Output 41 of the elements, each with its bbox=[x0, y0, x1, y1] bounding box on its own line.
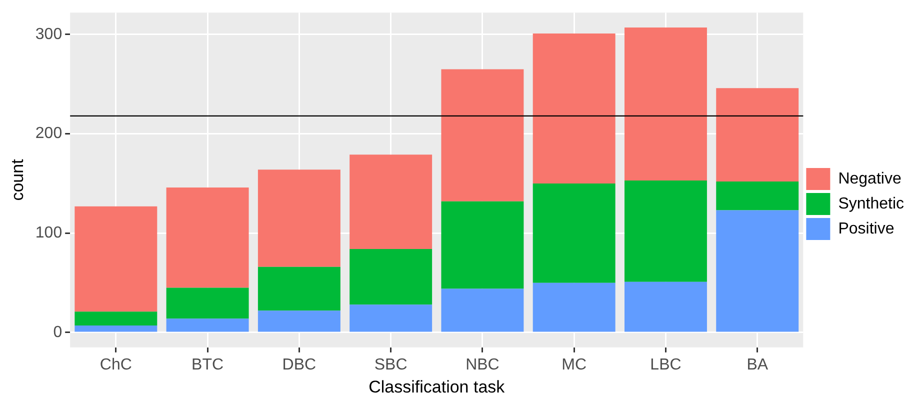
x-tick-label: DBC bbox=[282, 356, 316, 374]
y-tick-label: 300 bbox=[35, 26, 62, 43]
bar bbox=[441, 69, 524, 202]
bar bbox=[441, 201, 524, 289]
y-tick-label: 100 bbox=[35, 224, 62, 242]
legend-label: Negative bbox=[838, 170, 902, 188]
x-tick-label: ChC bbox=[100, 356, 132, 374]
bar bbox=[166, 318, 249, 332]
bar bbox=[258, 170, 340, 267]
x-tick-label: MC bbox=[562, 356, 587, 374]
bar bbox=[532, 33, 616, 184]
bar bbox=[624, 282, 707, 332]
bar bbox=[166, 288, 249, 319]
y-axis-title: count bbox=[8, 158, 27, 201]
bar bbox=[350, 249, 432, 305]
y-tick-label: 200 bbox=[35, 125, 62, 142]
x-tick-label: SBC bbox=[374, 356, 408, 374]
bar bbox=[74, 206, 158, 312]
x-tick-label: BA bbox=[746, 356, 768, 374]
bar bbox=[716, 88, 799, 182]
x-tick-label: LBC bbox=[650, 356, 682, 374]
x-axis-title: Classification task bbox=[368, 377, 506, 396]
x-tick-label: NBC bbox=[466, 356, 500, 374]
bar bbox=[624, 180, 707, 282]
bar bbox=[716, 181, 799, 210]
bar bbox=[74, 312, 158, 326]
x-tick-label: BTC bbox=[192, 356, 224, 374]
bar bbox=[441, 288, 524, 332]
bar bbox=[258, 266, 340, 311]
bar bbox=[624, 28, 707, 180]
bar bbox=[350, 154, 432, 250]
bar bbox=[166, 187, 249, 288]
y-tick-label: 0 bbox=[53, 324, 62, 341]
bar bbox=[532, 282, 616, 332]
bar bbox=[532, 183, 616, 283]
legend-label: Synthetic bbox=[838, 195, 904, 212]
bar bbox=[350, 304, 432, 332]
bar bbox=[74, 326, 158, 332]
legend-label: Positive bbox=[838, 220, 894, 238]
bar bbox=[258, 310, 340, 332]
bar bbox=[716, 210, 799, 332]
